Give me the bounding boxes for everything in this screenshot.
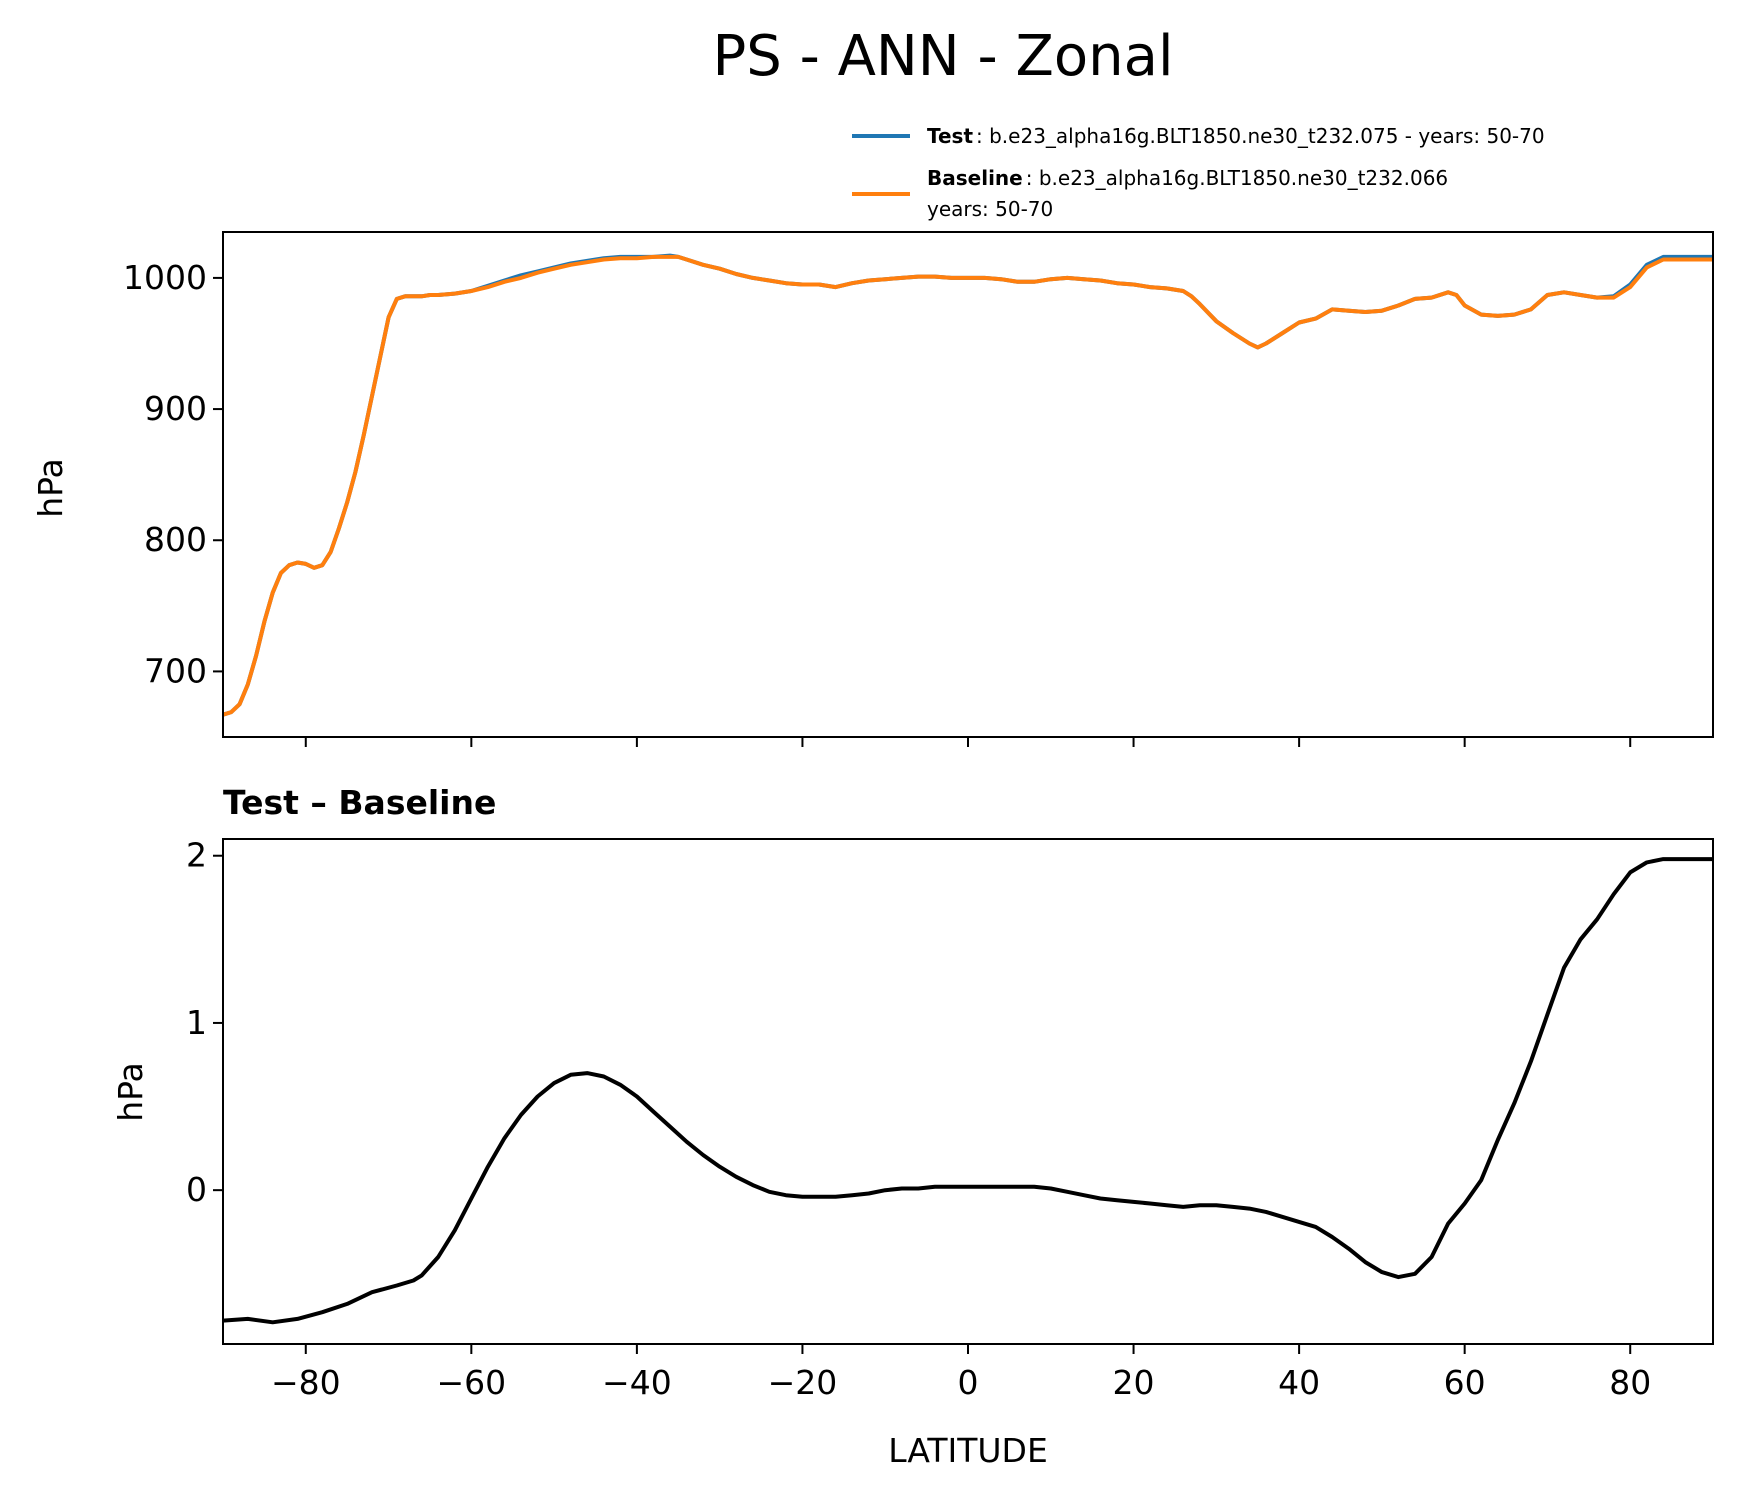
bottom-panel-title: Test – Baseline	[223, 783, 496, 822]
legend-test-key: Test	[927, 124, 973, 148]
legend-test-desc: : b.e23_alpha16g.BLT1850.ne30_t232.075 -…	[976, 124, 1545, 148]
bottom-panel-frame	[222, 838, 1714, 1345]
figure-title: PS - ANN - Zonal	[712, 24, 1173, 89]
ytick-label: 2	[186, 836, 207, 875]
ytick-label: 900	[144, 389, 207, 428]
xtick-label: 40	[1278, 1363, 1320, 1402]
legend-test-text: Test: b.e23_alpha16g.BLT1850.ne30_t232.0…	[927, 124, 1545, 148]
series-line-difference	[222, 857, 1713, 1325]
ytick-label: 800	[144, 520, 207, 559]
ytick-label: 700	[144, 651, 207, 690]
bottom-panel: Test – Baseline 0 1 2 −80 −60 −40 −20 0 20 40 60 80…	[111, 783, 1714, 1470]
xtick-label: 20	[1113, 1363, 1155, 1402]
legend-baseline-text: Baseline: b.e23_alpha16g.BLT1850.ne30_t2…	[927, 166, 1448, 190]
bottom-xlabel: LATITUDE	[888, 1431, 1048, 1470]
xtick-label: −60	[437, 1363, 507, 1402]
legend-baseline-desc-line2: years: 50-70	[927, 197, 1053, 221]
ytick-label: 1000	[123, 258, 207, 297]
xtick-label: −80	[271, 1363, 341, 1402]
series-line-test	[222, 253, 1713, 717]
xtick-label: −20	[768, 1363, 838, 1402]
bottom-ylabel: hPa	[111, 1062, 150, 1122]
top-panel: 700 800 900 1000 hPa	[31, 231, 1714, 747]
xtick-label: 0	[958, 1363, 979, 1402]
xtick-label: −40	[602, 1363, 672, 1402]
series-line-baseline	[222, 254, 1713, 717]
legend-baseline-desc: : b.e23_alpha16g.BLT1850.ne30_t232.066	[1026, 166, 1448, 190]
legend-baseline-key: Baseline	[927, 166, 1023, 190]
top-ylabel: hPa	[31, 458, 70, 518]
top-panel-frame	[222, 231, 1714, 738]
xtick-label: 60	[1444, 1363, 1486, 1402]
legend: Test: b.e23_alpha16g.BLT1850.ne30_t232.0…	[852, 124, 1545, 221]
ytick-label: 0	[186, 1170, 207, 1209]
ytick-label: 1	[186, 1003, 207, 1042]
xtick-label: 80	[1609, 1363, 1651, 1402]
